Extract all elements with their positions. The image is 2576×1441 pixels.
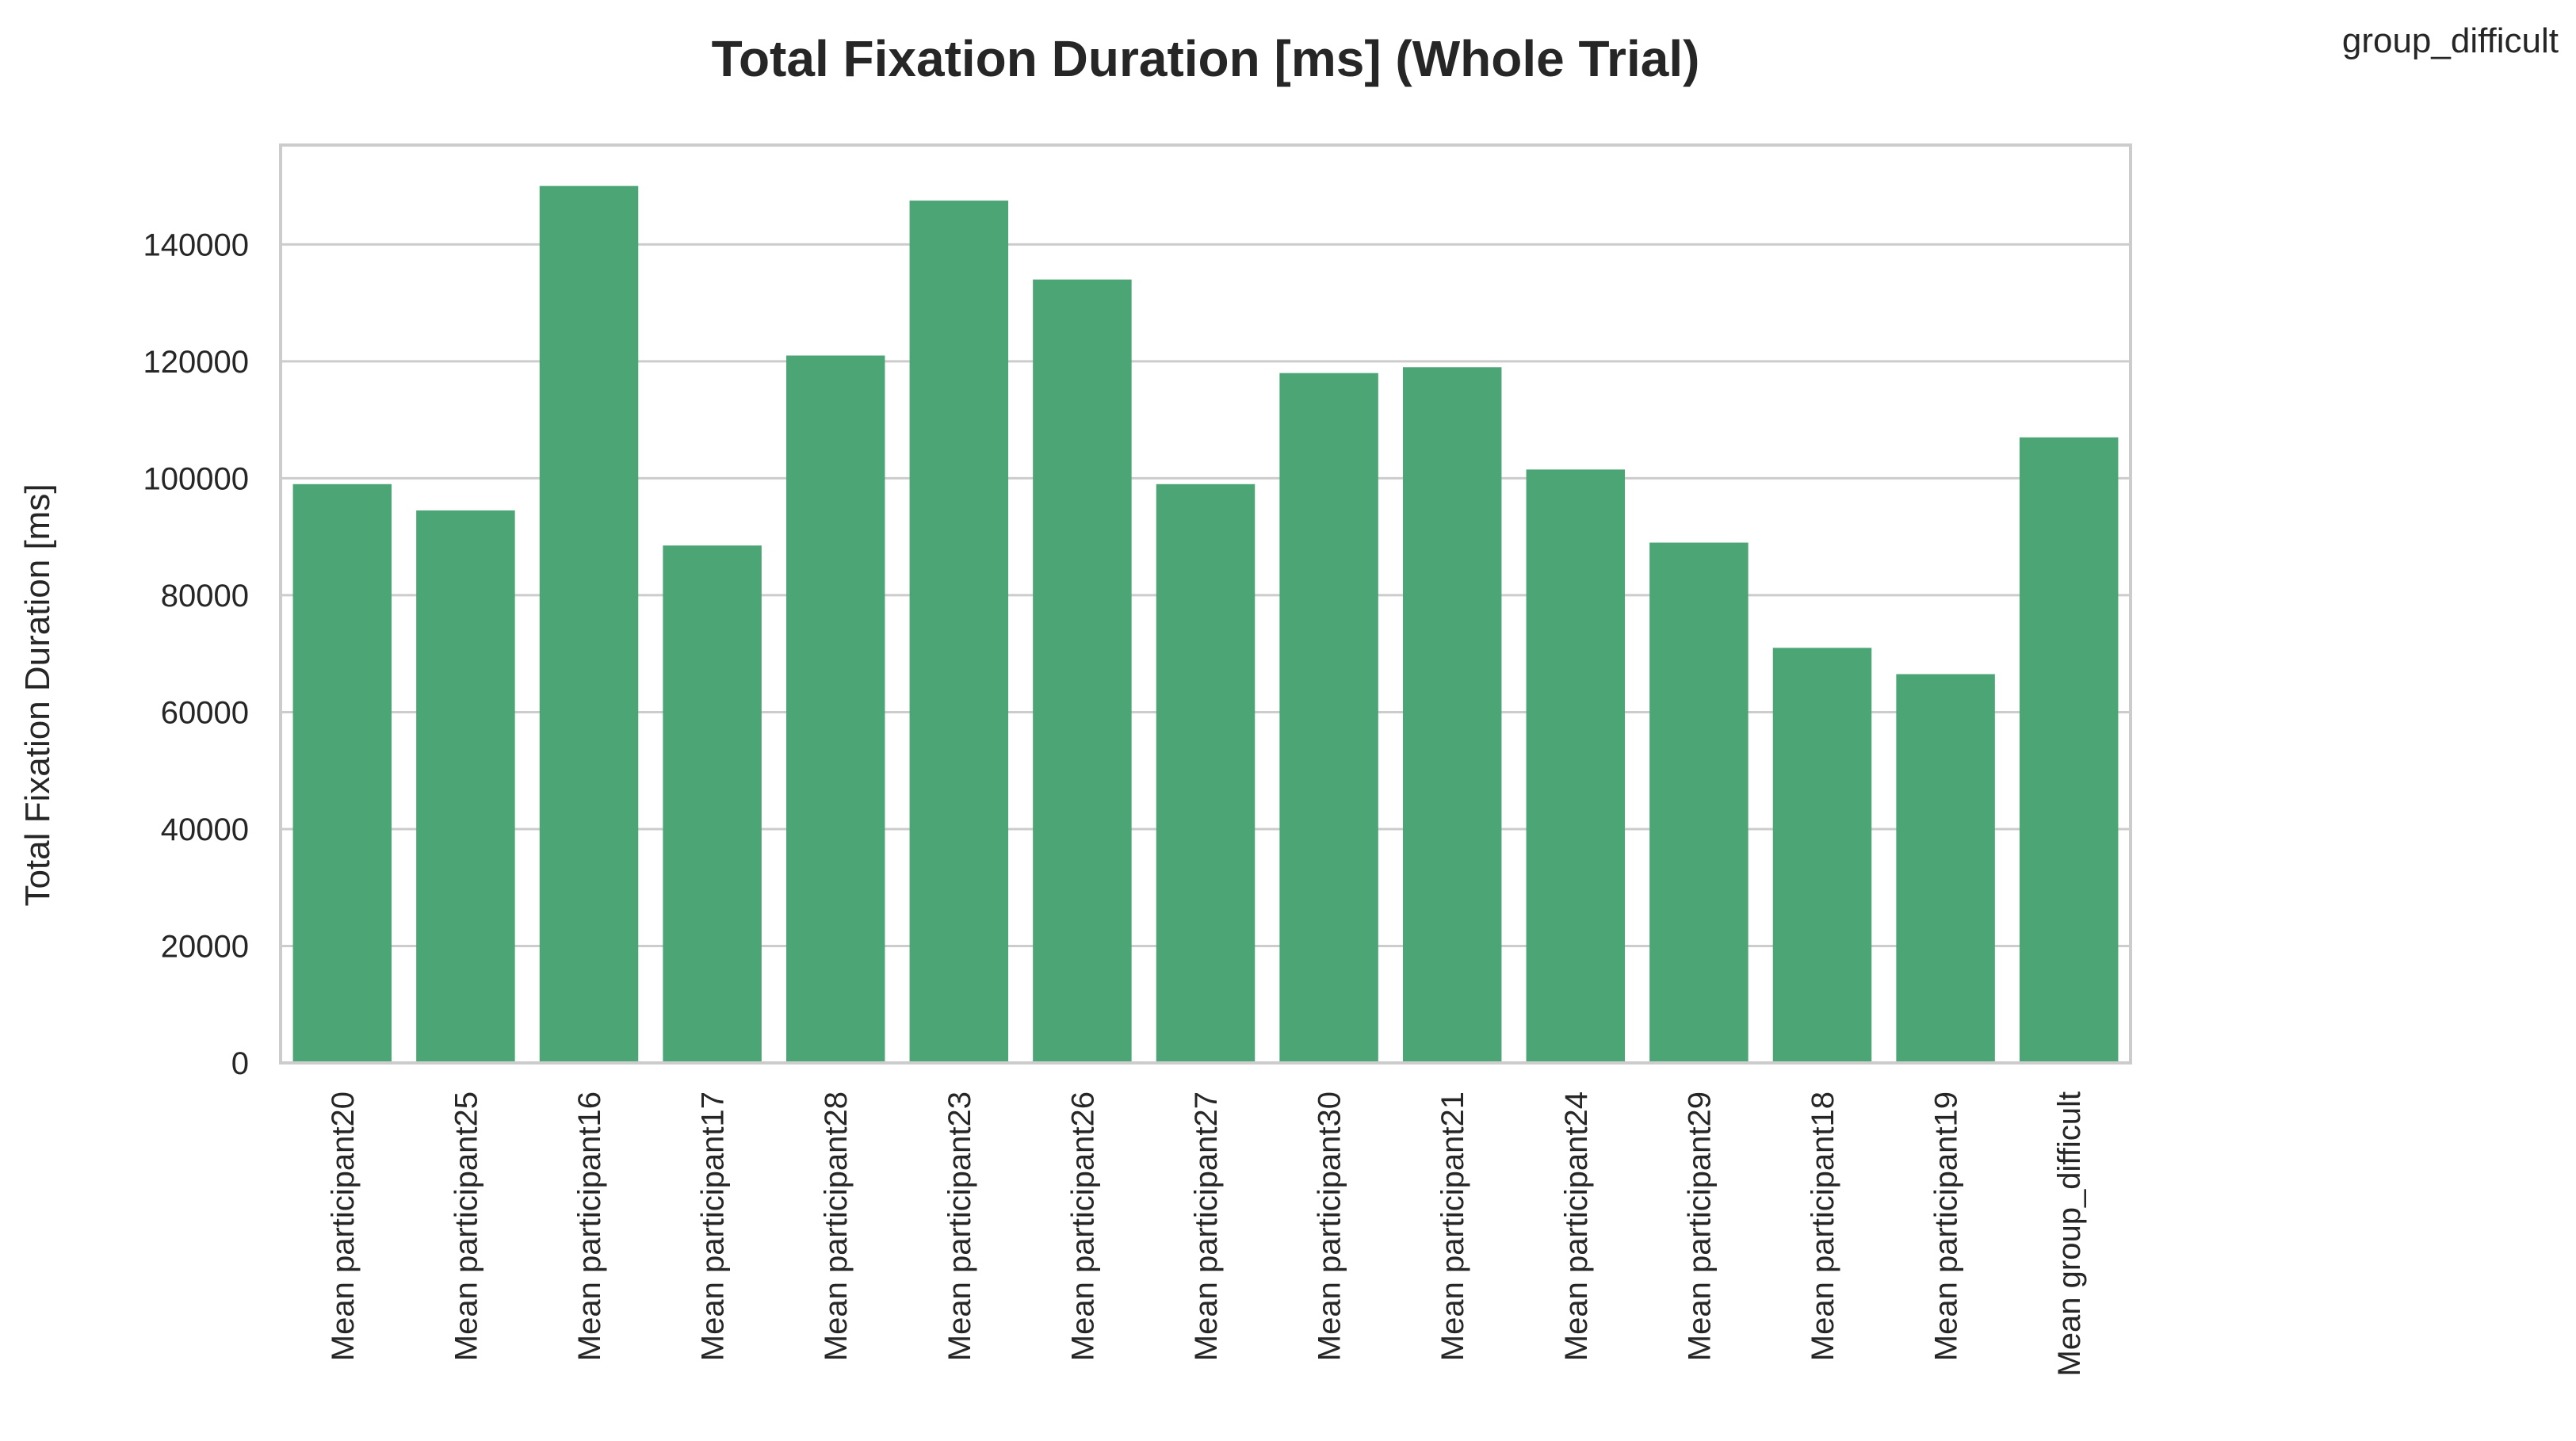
- x-tick-label: Mean group_difficult: [2052, 1091, 2087, 1377]
- legend-title: group_difficult: [2342, 21, 2559, 60]
- x-tick-label: Mean participant27: [1189, 1091, 1224, 1361]
- x-tick-label: Mean participant21: [1435, 1091, 1470, 1361]
- y-tick-label: 100000: [143, 461, 249, 496]
- y-tick-label: 20000: [161, 929, 249, 964]
- x-tick-label: Mean participant28: [819, 1091, 854, 1361]
- bar: [2019, 437, 2119, 1063]
- bar: [416, 510, 515, 1063]
- x-tick-label: Mean participant24: [1559, 1091, 1594, 1361]
- x-tick-labels: Mean participant20 Mean participant25 Mean…: [326, 1091, 2087, 1377]
- x-tick-label: Mean participant25: [449, 1091, 483, 1361]
- bars: [292, 185, 2119, 1064]
- bar: [1156, 484, 1256, 1063]
- bar: [663, 545, 762, 1063]
- x-tick-label: Mean participant18: [1806, 1091, 1840, 1361]
- bar: [909, 201, 1009, 1063]
- bar: [1896, 674, 1995, 1063]
- bar: [1279, 373, 1378, 1064]
- y-tick-label: 40000: [161, 812, 249, 847]
- x-tick-label: Mean participant30: [1313, 1091, 1347, 1361]
- x-tick-label: Mean participant29: [1682, 1091, 1717, 1361]
- bar: [1772, 648, 1872, 1063]
- y-tick-label: 120000: [143, 345, 249, 380]
- bar: [292, 484, 392, 1063]
- bar: [1402, 367, 1502, 1063]
- bar: [1526, 469, 1626, 1063]
- y-tick-label: 0: [231, 1046, 249, 1081]
- x-tick-label: Mean participant19: [1929, 1091, 1964, 1361]
- plot-frame: [279, 143, 2132, 1065]
- chart-title: Total Fixation Duration [ms] (Whole Tria…: [712, 30, 1700, 87]
- x-tick-label: Mean participant26: [1065, 1091, 1100, 1361]
- bar: [785, 355, 885, 1063]
- y-tick-label: 140000: [143, 227, 249, 262]
- x-tick-label: Mean participant20: [326, 1091, 361, 1361]
- y-tick-label: 80000: [161, 579, 249, 613]
- y-tick-label: 60000: [161, 695, 249, 730]
- bar: [539, 185, 639, 1063]
- bar: [1649, 542, 1749, 1063]
- bar: [1033, 279, 1132, 1063]
- y-axis-label: Total Fixation Duration [ms]: [18, 484, 57, 906]
- x-tick-label: Mean participant17: [696, 1091, 731, 1361]
- x-tick-label: Mean participant23: [942, 1091, 977, 1361]
- x-tick-label: Mean participant16: [572, 1091, 607, 1361]
- y-tick-labels: 0 20000 40000 60000 80000 100000 120000 140000: [143, 227, 249, 1081]
